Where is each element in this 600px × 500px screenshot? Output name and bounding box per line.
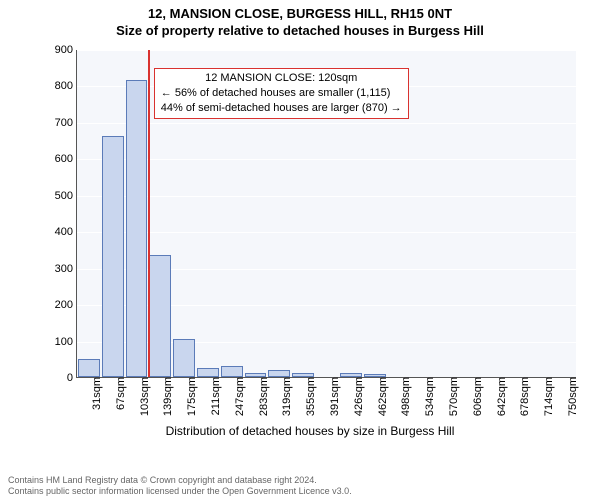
- y-tick: 600: [55, 153, 77, 165]
- y-tick: 500: [55, 190, 77, 202]
- x-tick: 211sqm: [208, 377, 222, 415]
- histogram-bar: [126, 80, 148, 377]
- gridline: [77, 232, 576, 233]
- gridline: [77, 159, 576, 160]
- x-tick: 570sqm: [446, 377, 460, 416]
- x-axis-label: Distribution of detached houses by size …: [40, 424, 580, 438]
- x-tick: 103sqm: [137, 377, 151, 416]
- x-tick: 247sqm: [232, 377, 246, 416]
- footer-attribution: Contains HM Land Registry data © Crown c…: [8, 475, 352, 498]
- footer-line2: Contains public sector information licen…: [8, 486, 352, 497]
- x-tick: 67sqm: [113, 377, 127, 410]
- y-tick: 200: [55, 299, 77, 311]
- x-tick: 714sqm: [541, 377, 555, 416]
- x-tick: 606sqm: [470, 377, 484, 416]
- chart-title-block: 12, MANSION CLOSE, BURGESS HILL, RH15 0N…: [0, 0, 600, 38]
- x-tick: 283sqm: [256, 377, 270, 416]
- annotation-line: 44% of semi-detached houses are larger (…: [161, 101, 402, 116]
- y-tick: 300: [55, 263, 77, 275]
- x-tick: 139sqm: [160, 377, 174, 416]
- annotation-line: 12 MANSION CLOSE: 120sqm: [161, 71, 402, 86]
- histogram-bar: [221, 366, 243, 377]
- annotation-box: 12 MANSION CLOSE: 120sqm← 56% of detache…: [154, 68, 409, 119]
- y-tick: 400: [55, 226, 77, 238]
- x-tick: 355sqm: [303, 377, 317, 416]
- y-tick: 800: [55, 80, 77, 92]
- histogram-bar: [197, 368, 219, 377]
- x-tick: 534sqm: [422, 377, 436, 416]
- x-tick: 750sqm: [565, 377, 579, 416]
- annotation-line: ← 56% of detached houses are smaller (1,…: [161, 86, 402, 101]
- histogram-bar: [78, 359, 100, 377]
- y-tick: 900: [55, 44, 77, 56]
- histogram-bar: [102, 136, 124, 377]
- y-tick: 100: [55, 336, 77, 348]
- x-tick: 175sqm: [184, 377, 198, 416]
- x-tick: 678sqm: [517, 377, 531, 416]
- title-address: 12, MANSION CLOSE, BURGESS HILL, RH15 0N…: [0, 6, 600, 21]
- gridline: [77, 196, 576, 197]
- x-tick: 426sqm: [351, 377, 365, 416]
- x-tick: 462sqm: [375, 377, 389, 416]
- x-tick: 642sqm: [494, 377, 508, 416]
- y-tick: 700: [55, 117, 77, 129]
- x-tick: 498sqm: [398, 377, 412, 416]
- gridline: [77, 123, 576, 124]
- gridline: [77, 50, 576, 51]
- marker-line: [148, 50, 150, 377]
- x-tick: 391sqm: [327, 377, 341, 416]
- histogram-bar: [173, 339, 195, 377]
- x-tick: 319sqm: [279, 377, 293, 416]
- plot-area: 010020030040050060070080090031sqm67sqm10…: [76, 50, 576, 378]
- x-tick: 31sqm: [89, 377, 103, 410]
- chart-container: Number of detached properties 0100200300…: [40, 46, 580, 436]
- title-subtitle: Size of property relative to detached ho…: [0, 23, 600, 38]
- y-tick: 0: [67, 372, 77, 384]
- histogram-bar: [149, 255, 171, 377]
- footer-line1: Contains HM Land Registry data © Crown c…: [8, 475, 352, 486]
